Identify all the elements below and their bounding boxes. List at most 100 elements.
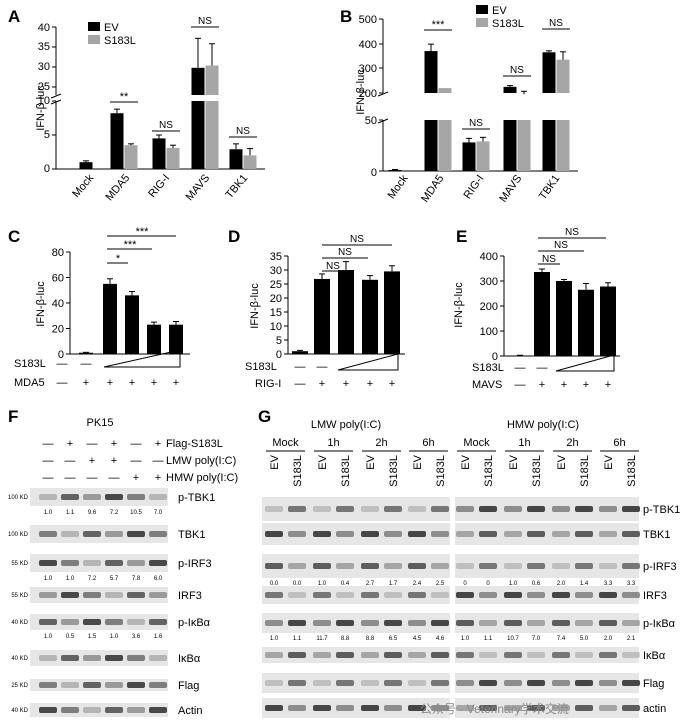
y-tick-label: 200 [480,301,498,313]
sig-label: NS [350,234,364,245]
xtick-label: Mock [70,172,96,200]
band [361,680,379,686]
band [288,592,306,598]
quant-value: 1.0 [44,510,53,516]
panel-c: C IFN-β-luc 80 60 40 20 0 * *** *** S183L — … [8,226,190,389]
band [527,563,545,569]
axis-break-mark [377,91,389,97]
treat-cell: — [515,379,526,391]
band [265,705,283,711]
y-tick-label: 300 [480,276,498,288]
band [552,563,570,569]
panel-d-bars [292,261,400,354]
blot-label: p-IRF3 [178,558,212,570]
blot-irf3: 55 KD IRF3 [11,587,202,603]
kda-marker: 55 KD [11,561,28,567]
band [527,506,545,512]
band [61,707,79,713]
band [313,563,331,569]
bar [79,352,93,354]
bar-mda5-s183l-lower [438,120,452,171]
bar-rig-i-s183l [166,147,180,169]
y-tick-label: 30 [270,265,282,277]
xtick-label: RIG-I [146,172,172,200]
quant-value: 1.7 [389,581,398,587]
kda-marker: 40 KD [11,620,28,626]
treat-cell: + [111,455,117,467]
band [149,619,167,625]
band [149,494,167,500]
bar [103,283,117,354]
band [265,680,283,686]
panel-a-ytick: 25 [38,81,50,93]
band [361,506,379,512]
bar-mavs-ev [503,86,517,93]
quant-value: 8.8 [341,636,350,642]
lane-label: EV [317,454,329,469]
band [39,560,57,566]
blot-membrane [30,554,168,572]
band [39,592,57,598]
bar [292,351,308,354]
lane-label: S183L [483,455,495,487]
band [504,592,522,598]
band [527,652,545,658]
dose-triangle [337,353,399,371]
band [384,620,402,626]
quant-value: 0.0 [293,581,302,587]
treat-cell: — [131,455,142,467]
band [431,531,449,537]
band [552,705,570,711]
blot-membrane-right [455,613,639,633]
treat-cell: + [319,378,325,390]
bar-mavs-s183l-lower [517,120,531,171]
sig-label: NS [469,118,483,129]
band [504,506,522,512]
quant-value: 2.0 [604,636,613,642]
band [83,531,101,537]
band [83,560,101,566]
treat-cell: — [153,455,164,467]
treat-cell: + [151,377,157,389]
band [39,682,57,688]
quant-value: 1.0 [509,581,518,587]
sig-label: *** [432,19,446,31]
quant-value: 6.5 [389,636,398,642]
legend-label-ev: EV [492,5,507,17]
blot-p-tbk1: 100 KD p-TBK1 1.0 1.1 9.6 7.2 10.5 7.0 [8,488,215,516]
treat-cell: + [89,455,95,467]
lane-label: S183L [388,455,400,487]
treat-cell: + [67,438,73,450]
quant-value: 3.3 [627,581,636,587]
band [39,494,57,500]
dose-triangle [555,354,615,372]
band [527,531,545,537]
treat-label: HMW poly(I:C) [166,472,238,484]
blot-label: p-TBK1 [178,492,215,504]
treat-cell: + [605,379,611,391]
xtick-label: TBK1 [223,172,250,201]
treat-cell: — [317,361,328,373]
lane-label: S183L [626,455,638,487]
xtick-label: MAVS [497,173,524,205]
quant-value: 7.8 [132,576,141,582]
treat-cell: — [295,361,306,373]
quant-value: 0.0 [270,581,279,587]
band [384,592,402,598]
panel-a-letter: A [8,7,20,26]
quant-value: 0 [486,581,490,587]
band [313,592,331,598]
quant-value: 1.1 [66,510,75,516]
row-label-s183l: S183L [14,358,46,370]
bar [169,324,183,354]
quant-value: 5.0 [580,636,589,642]
bar-tbk1-s183l [556,59,570,93]
treat-cell: — [57,377,68,389]
treat-label: LMW poly(I:C) [166,455,236,467]
band [479,531,497,537]
blot-label: IRF3 [178,590,202,602]
band [575,680,593,686]
y-tick-label: 40 [52,298,64,310]
panel-f: F PK15 — + — + — + Flag-S183L— — + + — — LMW poly(I:… [8,407,238,717]
band [336,705,354,711]
